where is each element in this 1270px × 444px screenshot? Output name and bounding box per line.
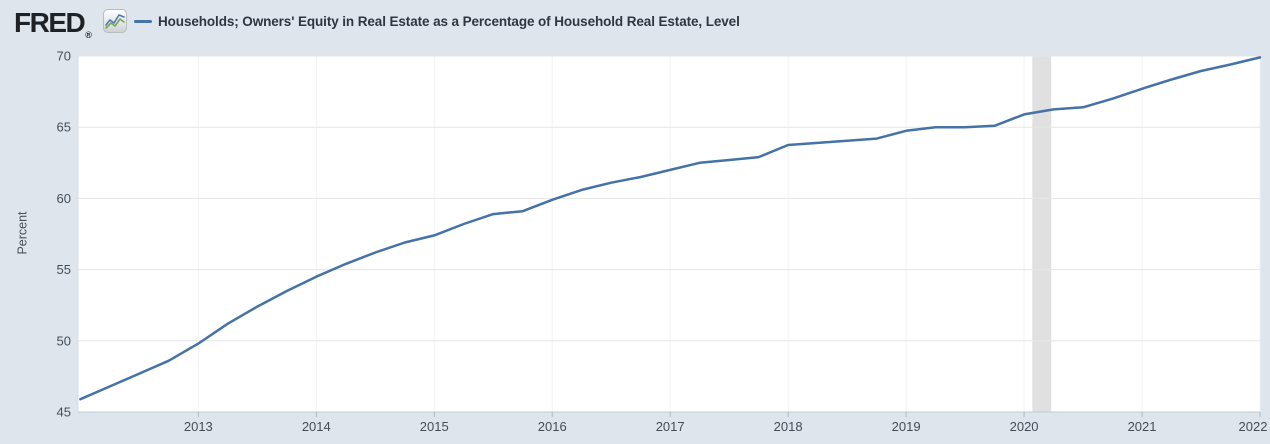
series-title: Households; Owners' Equity in Real Estat… [158,14,740,29]
x-tick-label: 2015 [420,419,449,434]
x-tick-label: 2021 [1128,419,1157,434]
icon-blue-line [105,14,125,26]
fred-logo-text: FRED [14,7,86,38]
x-tick-label: 2018 [774,419,803,434]
x-tick-label: 2014 [302,419,331,434]
x-tick-label: 2020 [1010,419,1039,434]
x-tick-label: 2022 [1239,419,1268,434]
y-tick-label: 65 [57,120,71,135]
y-tick-label: 70 [57,49,71,64]
chart-header: FRED® Households; Owners' Equity in Real… [0,0,1270,45]
series-legend-marker [134,20,152,23]
recession-band [1032,56,1052,412]
registered-trademark-icon: ® [85,30,92,40]
x-tick-label: 2016 [538,419,567,434]
y-axis-title: Percent [15,211,30,255]
y-tick-label: 55 [57,262,71,277]
fred-logo[interactable]: FRED® [14,7,92,40]
x-tick-label: 2017 [656,419,685,434]
x-tick-label: 2019 [892,419,921,434]
y-tick-label: 60 [57,191,71,206]
y-tick-label: 45 [57,405,71,420]
plot-area[interactable] [78,56,1260,412]
fred-graph-icon [103,9,127,33]
data-series-line[interactable] [79,56,1262,401]
icon-green-line [105,18,125,29]
y-tick-label: 50 [57,333,71,348]
x-tick-label: 2013 [184,419,213,434]
